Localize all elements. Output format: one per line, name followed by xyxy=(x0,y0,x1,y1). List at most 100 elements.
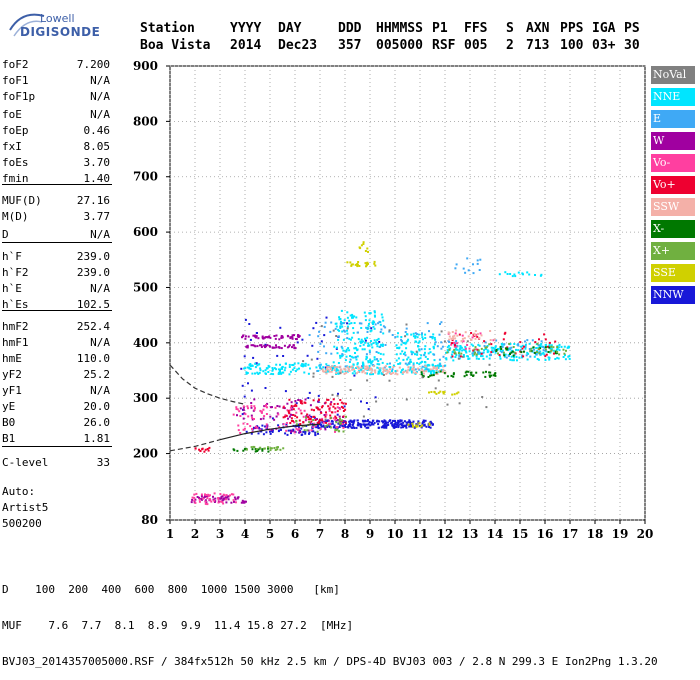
data-point xyxy=(478,269,481,271)
parameter-name: foF2 xyxy=(2,58,29,71)
data-point xyxy=(403,420,406,423)
data-point xyxy=(539,347,542,350)
data-point xyxy=(286,402,289,405)
data-point xyxy=(379,345,382,348)
data-point xyxy=(515,348,517,351)
data-point xyxy=(313,422,316,425)
data-point xyxy=(294,403,297,406)
data-point xyxy=(365,264,368,267)
data-point xyxy=(319,367,322,370)
parameter-row: yF2 25.2 xyxy=(2,368,110,382)
data-point xyxy=(383,420,386,423)
data-point xyxy=(252,344,255,347)
data-point xyxy=(233,500,235,503)
data-point xyxy=(472,272,475,275)
data-point xyxy=(381,420,384,423)
profile-curve xyxy=(169,364,246,405)
data-point xyxy=(342,430,345,433)
data-point xyxy=(544,344,547,346)
data-point xyxy=(437,366,440,369)
data-point xyxy=(491,351,494,353)
data-point xyxy=(366,261,369,264)
data-point xyxy=(321,405,324,408)
data-point xyxy=(446,403,449,406)
data-point xyxy=(265,431,268,434)
data-point xyxy=(246,372,249,374)
data-point xyxy=(341,370,344,373)
data-point xyxy=(315,321,318,324)
data-point xyxy=(287,417,289,420)
data-point xyxy=(308,418,310,421)
data-point xyxy=(420,354,423,357)
data-point xyxy=(191,498,194,501)
data-point xyxy=(310,420,313,423)
data-point xyxy=(455,392,458,395)
data-point xyxy=(376,363,379,366)
data-point xyxy=(193,496,196,499)
data-point xyxy=(505,356,508,359)
data-point xyxy=(474,351,477,354)
data-point xyxy=(341,330,344,333)
parameter-separator xyxy=(2,184,112,185)
data-point xyxy=(337,362,340,364)
data-point xyxy=(224,497,227,499)
data-point xyxy=(509,358,512,361)
data-point xyxy=(232,413,235,416)
header-label-2: DAY xyxy=(278,21,302,36)
data-point xyxy=(499,357,502,360)
data-point xyxy=(422,370,425,373)
data-point xyxy=(264,336,267,339)
data-point xyxy=(330,401,333,404)
data-point xyxy=(239,432,242,434)
data-point xyxy=(377,337,380,340)
data-point xyxy=(372,373,374,376)
data-point xyxy=(210,500,213,503)
data-point xyxy=(490,346,493,349)
parameter-row: foF1p N/A xyxy=(2,90,110,104)
x-tick-label: 9 xyxy=(366,527,374,541)
parameter-row: h`E N/A xyxy=(2,282,110,296)
data-point xyxy=(371,423,374,426)
data-point xyxy=(249,365,252,368)
data-point xyxy=(492,339,495,342)
parameter-row: yE 20.0 xyxy=(2,400,110,414)
data-point xyxy=(299,431,302,433)
data-point xyxy=(310,429,313,432)
data-point xyxy=(462,267,465,270)
data-point xyxy=(193,493,196,496)
data-point xyxy=(341,325,344,328)
data-point xyxy=(254,345,257,348)
data-point xyxy=(377,423,380,426)
data-point xyxy=(263,447,266,450)
data-point xyxy=(312,375,315,378)
data-point xyxy=(317,432,319,435)
data-point xyxy=(421,365,424,368)
data-point xyxy=(250,446,253,449)
data-point xyxy=(558,349,561,352)
data-point xyxy=(349,423,352,426)
data-point xyxy=(249,338,252,341)
data-point xyxy=(485,348,487,350)
data-point xyxy=(420,333,423,336)
data-point xyxy=(531,339,534,342)
data-point xyxy=(485,406,488,409)
data-point xyxy=(204,493,206,496)
data-point xyxy=(423,423,426,426)
data-point xyxy=(332,417,335,420)
data-point xyxy=(488,371,491,374)
data-point xyxy=(348,337,351,340)
data-point xyxy=(470,338,473,341)
data-point xyxy=(340,405,343,408)
parameter-name: MUF(D) xyxy=(2,194,42,207)
data-point xyxy=(349,358,352,361)
data-point xyxy=(316,357,319,360)
data-point xyxy=(477,343,480,346)
data-point xyxy=(349,261,352,264)
data-point xyxy=(462,354,465,356)
data-point xyxy=(353,368,355,371)
data-point xyxy=(342,322,345,325)
data-point xyxy=(243,367,246,370)
data-point xyxy=(334,327,337,330)
data-point xyxy=(400,422,403,425)
data-point xyxy=(534,341,537,344)
